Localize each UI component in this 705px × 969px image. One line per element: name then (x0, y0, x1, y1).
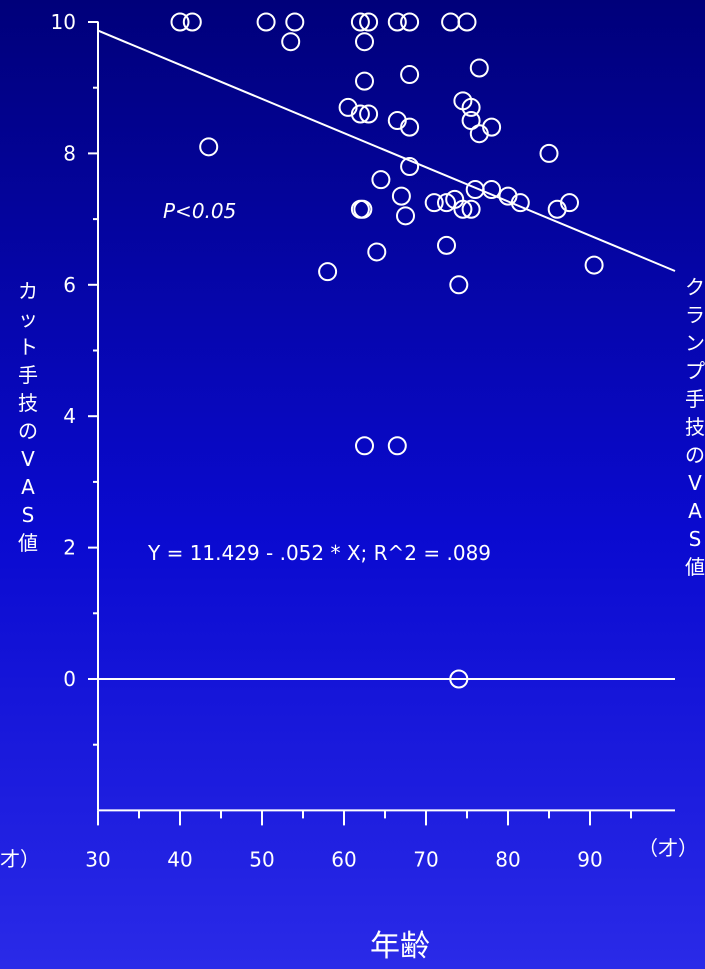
y-label-char: ン (685, 331, 705, 355)
data-point (318, 262, 338, 282)
x-tick-label-80: 80 (495, 847, 520, 871)
y-label-char: 技 (18, 391, 38, 415)
axes-layer: 0 2 4 6 8 10 30 40 50 60 70 80 90 (51, 10, 675, 871)
y-tick-label-10: 10 (51, 10, 76, 34)
data-point (285, 12, 305, 32)
data-point (367, 242, 387, 262)
data-point (355, 71, 374, 91)
regression-equation: Y = 11.429 - .052 * X; R^2 = .089 (147, 541, 491, 565)
x-tick-label-70: 70 (413, 847, 438, 871)
data-point (396, 206, 415, 226)
y-tick-label-2: 2 (63, 536, 76, 560)
data-point (461, 97, 481, 117)
data-point (437, 235, 456, 255)
x-tick-label-30: 30 (85, 847, 110, 871)
data-point (457, 12, 477, 32)
data-point (281, 32, 301, 52)
data-point (400, 157, 420, 177)
x-unit-label: （才） (638, 836, 698, 860)
data-point (350, 12, 370, 32)
y-label-char: S (689, 527, 702, 551)
data-point (391, 186, 411, 206)
data-point (199, 137, 219, 157)
x-tick-label-50: 50 (249, 847, 274, 871)
data-point (453, 199, 473, 219)
points-layer (170, 12, 604, 689)
data-point (359, 104, 379, 124)
y-label-char: ク (685, 275, 705, 299)
y-tick-label-6: 6 (63, 273, 76, 297)
y-label-char: ッ (18, 307, 38, 331)
data-point (560, 193, 579, 213)
x-unit-label-fragment: 才） (0, 847, 40, 871)
y-label-char: ト (18, 335, 38, 359)
y-label-char: A (688, 499, 702, 523)
y-label-char: プ (685, 359, 705, 383)
regression-line (97, 29, 676, 272)
data-point (359, 12, 379, 32)
y-label-char: A (21, 475, 35, 499)
y-label-char: 値 (685, 555, 705, 579)
y-tick-label-0: 0 (63, 667, 76, 691)
data-point (170, 12, 190, 32)
data-point (371, 170, 391, 190)
y-label-char: ラ (685, 303, 705, 327)
data-point (437, 193, 456, 213)
data-point (482, 180, 502, 200)
text-layer: P<0.05 Y = 11.429 - .052 * X; R^2 = .089… (0, 199, 698, 964)
data-point (353, 199, 373, 219)
data-point (182, 12, 202, 32)
y-label-char: V (21, 447, 35, 471)
lines-layer (97, 29, 676, 680)
y-label-char: の (18, 419, 38, 443)
y-label-char: V (688, 471, 702, 495)
y-tick-label-8: 8 (63, 141, 76, 165)
data-point (400, 12, 420, 32)
data-point (441, 12, 461, 32)
data-point (387, 436, 407, 456)
data-point (510, 193, 530, 213)
y-label-char: カ (18, 279, 38, 303)
data-point (584, 255, 604, 275)
data-point (539, 143, 559, 163)
data-point (461, 199, 481, 219)
y-label-char: S (22, 503, 35, 527)
x-tick-label-60: 60 (331, 847, 356, 871)
y-label-char: 手 (18, 363, 38, 387)
x-tick-label-90: 90 (577, 847, 602, 871)
y-label-char: 技 (685, 415, 705, 439)
data-point (424, 193, 444, 213)
data-point (387, 12, 407, 32)
data-point (469, 58, 489, 78)
data-point (350, 104, 370, 124)
annotation-p-value: P<0.05 (163, 199, 236, 223)
data-point (400, 65, 420, 85)
data-point (355, 436, 374, 456)
y-label-char: の (685, 443, 705, 467)
data-point (449, 669, 469, 689)
y-label-char: 値 (18, 531, 38, 555)
data-point (449, 275, 469, 295)
data-point (482, 117, 502, 137)
data-point (400, 117, 420, 137)
data-point (256, 12, 276, 32)
x-axis-label: 年齢 (370, 929, 430, 964)
y-label-char: 手 (685, 387, 705, 411)
x-tick-label-40: 40 (167, 847, 192, 871)
data-point (355, 32, 374, 52)
y-tick-label-4: 4 (63, 404, 76, 428)
